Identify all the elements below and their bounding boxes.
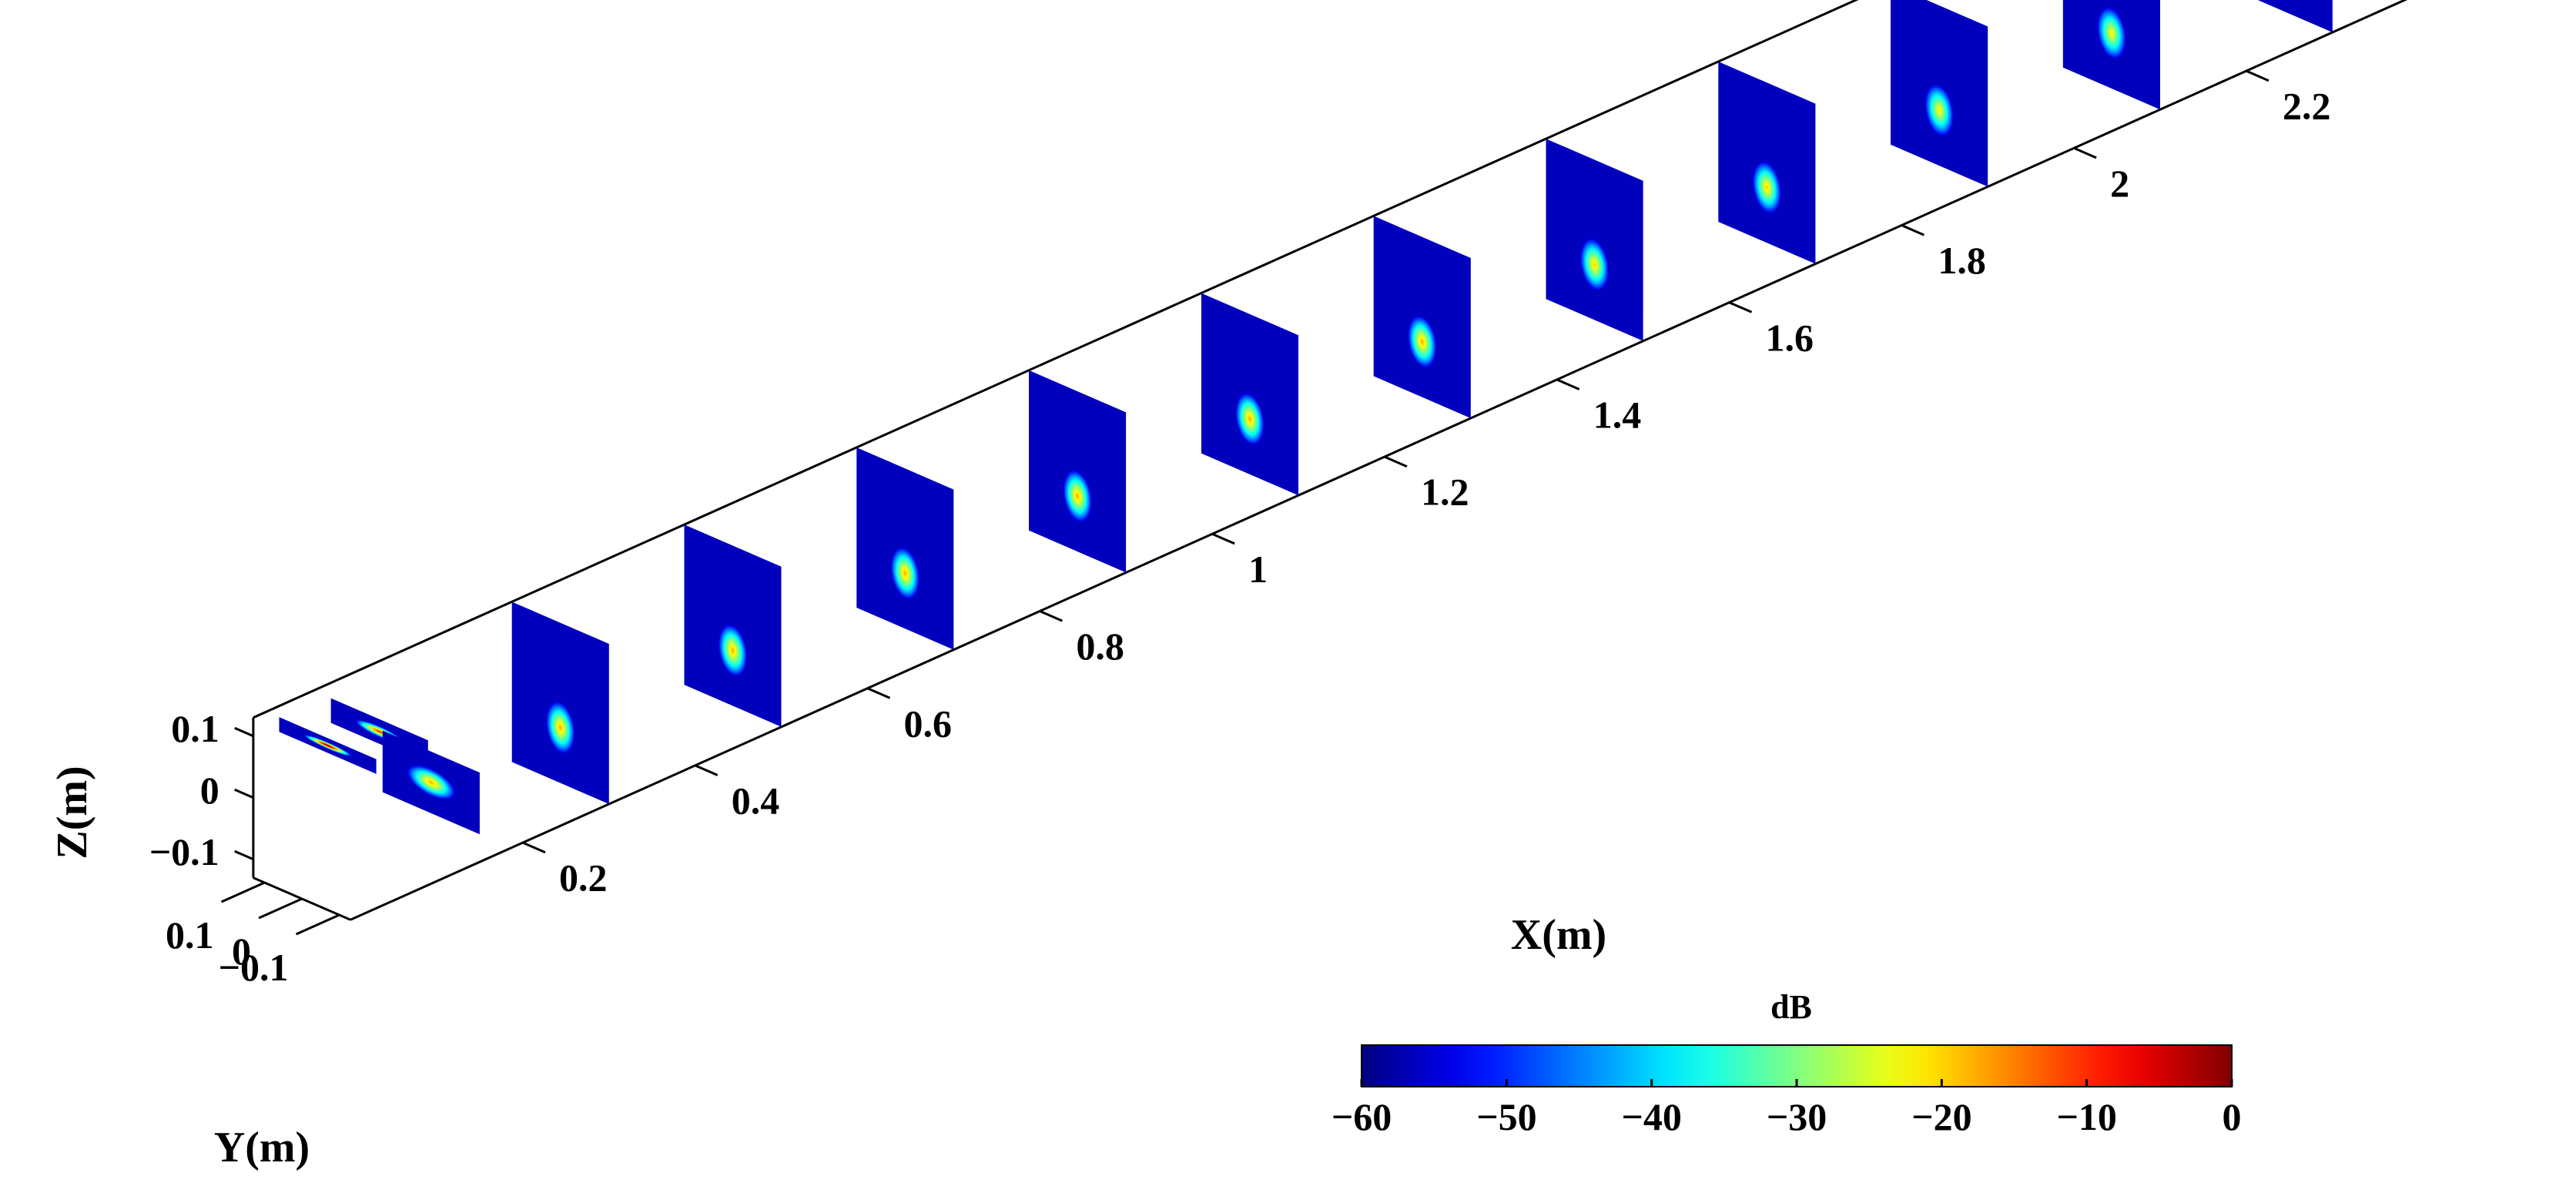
axis-edge [253,0,1859,719]
z-tick [234,849,254,861]
y-tick-label: 0 [232,930,251,973]
y-tick [258,897,303,920]
x-tick [1039,610,1063,622]
axis-edge [350,0,2408,921]
x-tick-label: 1.6 [1766,316,1814,359]
z-tick [234,788,254,799]
y-tick-label: −0.1 [219,946,289,989]
colorbar-tick-label: −60 [1332,1095,1392,1138]
slice-plane [1201,293,1298,496]
x-tick [2073,146,2097,159]
colorbar-tick-label: −40 [1621,1095,1682,1138]
z-tick-label: 0 [200,769,219,812]
z-tick-label: 0.1 [171,707,219,750]
beam-spot [1063,469,1093,523]
z-tick-label: −0.1 [149,830,219,873]
colorbar-tick-label: −30 [1767,1095,1827,1138]
x-tick [1556,378,1580,390]
x-tick [695,764,719,776]
colorbar: dB −60 −50 −40 −30 −20 −10 0 [1332,988,2242,1138]
slice-plane [1891,0,1988,187]
x-tick-label: 2 [2110,162,2129,205]
colorbar-tick-label: −20 [1911,1095,1972,1138]
x-tick [522,841,546,854]
beam-spot [1579,238,1610,291]
slice-plane [1029,370,1127,573]
small-slice [382,730,480,835]
beam-spot [303,734,353,757]
slice-plane [1718,62,1816,264]
x-tick [1211,532,1235,545]
slice-background [2257,0,2333,32]
x-tick-label: 2.2 [2283,85,2331,128]
beam-spot [718,624,748,677]
beam-spot [890,547,920,600]
colorbar-tick-label: −50 [1476,1095,1537,1138]
x-axis-title: X(m) [1511,911,1606,959]
tick-labels: 0.20.40.60.811.21.41.61.822.20.10−0.10.1… [149,85,2331,989]
y-tick-label: 0.1 [166,913,214,957]
x-tick-label: 0.2 [559,856,608,900]
x-tick-label: 0.4 [732,779,780,823]
slices-group [279,0,2333,835]
x-tick-label: 1.8 [1938,239,1986,282]
beam-spot [407,765,456,800]
beam-spot [1234,392,1265,446]
x-tick [2246,69,2269,82]
beam-spot [1752,161,1782,214]
x-tick-label: 1 [1248,548,1268,591]
slice-plane [511,602,609,804]
colorbar-title: dB [1770,988,1812,1026]
x-tick [1901,224,1924,236]
slice-plane [1373,216,1471,418]
x-tick-label: 1.2 [1421,471,1469,514]
y-tick [295,913,340,936]
slice-plane [1546,139,1643,341]
slice-plane [2062,0,2160,110]
x-tick [1728,301,1753,313]
x-tick-label: 1.4 [1593,394,1642,437]
tick-marks [220,69,2269,936]
beam-spot [545,701,575,754]
y-axis-title: Y(m) [214,1124,310,1171]
colorbar-tick-label: 0 [2223,1095,2242,1138]
slice-plane [2257,0,2333,32]
small-slice [279,717,377,774]
x-tick [1384,455,1408,468]
beam-spot [1924,83,1955,137]
x-tick [866,687,891,699]
x-tick-label: 0.6 [904,702,953,745]
beam-spot [1407,315,1437,368]
z-tick [234,726,254,738]
z-axis-title: Z(m) [49,766,96,859]
slice-plane [684,524,782,727]
colorbar-ticks: −60 −50 −40 −30 −20 −10 0 [1332,1079,2242,1138]
colorbar-tick-label: −10 [2056,1095,2117,1138]
y-tick [220,881,266,903]
slice-plane [856,447,954,650]
x-tick-label: 0.8 [1076,625,1124,668]
beam-spot [2096,6,2126,60]
